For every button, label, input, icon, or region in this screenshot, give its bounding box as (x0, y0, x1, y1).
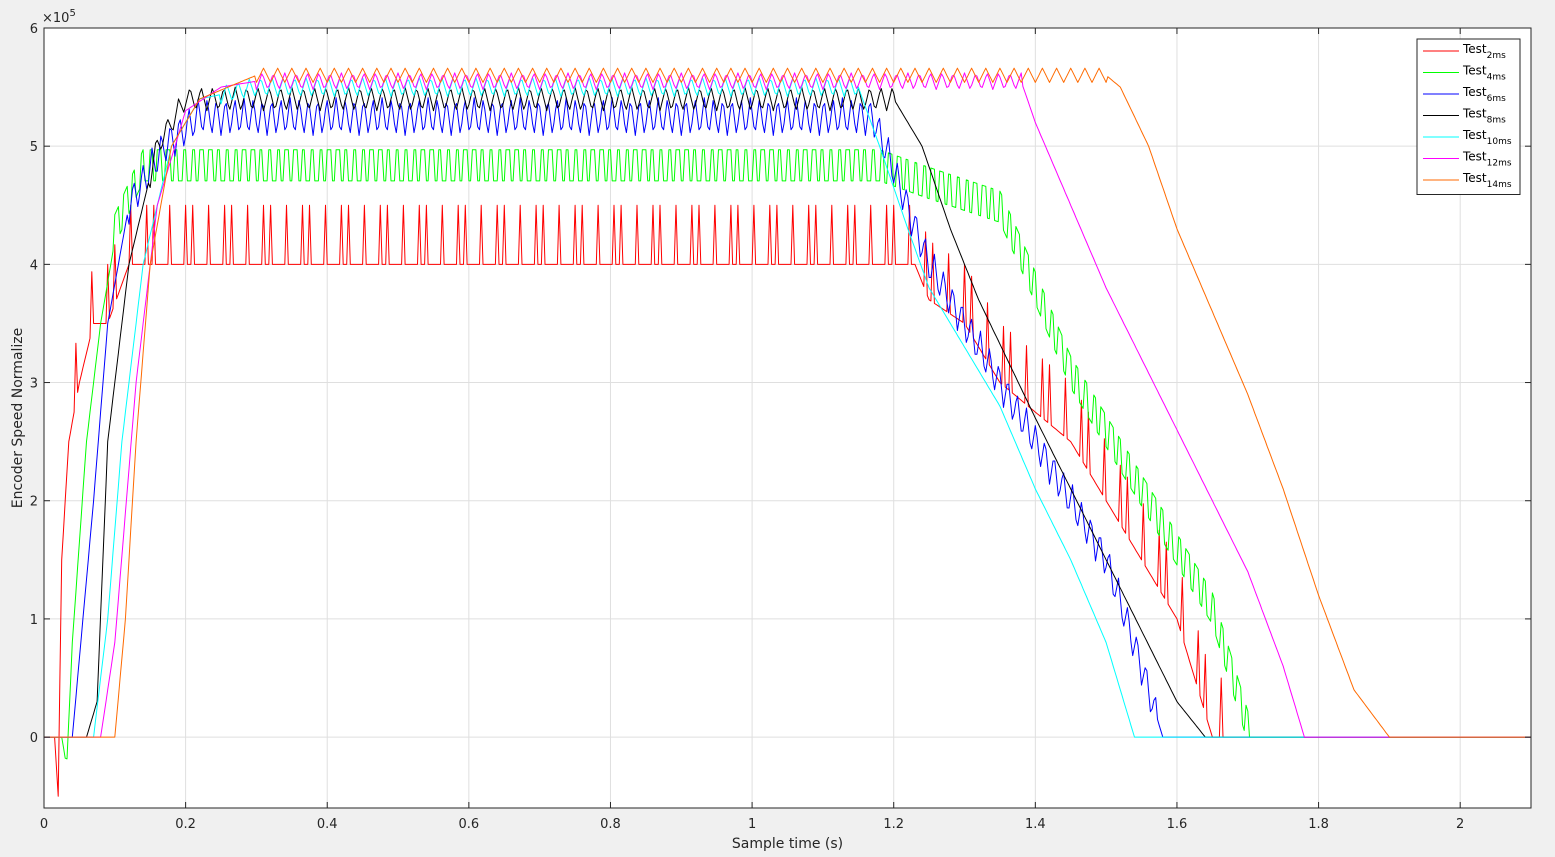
series-layer (44, 67, 1531, 797)
x-tick-label: 0.8 (600, 817, 621, 832)
y-tick-label: 4 (30, 258, 38, 273)
tick-labels: 0 0.2 0.4 0.6 0.8 1 1.2 1.4 1.6 1.8 2 0 1 2 3 4 5 6 (30, 22, 1465, 832)
legend-entry-6ms: Test6ms (1462, 85, 1506, 104)
legend-entry-name: Test (1462, 128, 1487, 142)
x-tick-label: 2 (1456, 817, 1464, 832)
y-tick-label: 2 (30, 495, 38, 510)
legend-entry-10ms: Test10ms (1462, 128, 1512, 147)
legend: Test2msTest4msTest6msTest8msTest10msTest… (1416, 38, 1521, 195)
y-tick-label: 1 (30, 613, 38, 628)
y-exponent-base: ×10 (42, 11, 69, 26)
legend-entry-name: Test (1462, 42, 1487, 56)
ticks (43, 27, 1531, 808)
legend-entry-subscript: 2ms (1487, 51, 1506, 61)
x-tick-label: 0.6 (459, 817, 480, 832)
y-exponent-label: ×105 (42, 8, 76, 26)
legend-entry-name: Test (1462, 171, 1487, 185)
y-tick-label: 5 (30, 140, 38, 155)
legend-entry-subscript: 8ms (1487, 116, 1506, 126)
y-tick-label: 3 (30, 377, 38, 392)
x-tick-label: 1 (748, 817, 756, 832)
x-tick-label: 0.2 (175, 817, 196, 832)
legend-entry-2ms: Test2ms (1462, 42, 1506, 61)
x-tick-label: 1.8 (1308, 817, 1329, 832)
legend-entry-subscript: 10ms (1487, 137, 1512, 147)
plot-area (44, 28, 1531, 808)
y-axis-title: Encoder Speed Normalize (10, 328, 26, 509)
legend-entry-8ms: Test8ms (1462, 107, 1506, 126)
legend-entry-name: Test (1462, 150, 1487, 164)
x-tick-label: 0 (40, 817, 48, 832)
x-tick-label: 1.2 (883, 817, 904, 832)
legend-box (1416, 38, 1521, 195)
legend-entry-subscript: 14ms (1487, 180, 1512, 190)
legend-entry-name: Test (1462, 64, 1487, 78)
legend-entry-subscript: 12ms (1487, 159, 1512, 169)
axes-box (43, 27, 1532, 809)
series-line-12ms (44, 72, 1531, 738)
x-tick-label: 1.4 (1025, 817, 1046, 832)
legend-entry-subscript: 6ms (1487, 94, 1506, 104)
legend-entry-14ms: Test14ms (1462, 171, 1512, 190)
x-tick-label: 1.6 (1167, 817, 1188, 832)
y-tick-label: 0 (30, 731, 38, 746)
x-tick-label: 0.4 (317, 817, 338, 832)
y-tick-label: 6 (30, 22, 38, 37)
legend-entry-subscript: 4ms (1487, 73, 1506, 83)
series-line-14ms (44, 67, 1531, 738)
series-line-10ms (44, 77, 1531, 738)
legend-entry-name: Test (1462, 107, 1487, 121)
x-axis-title: Sample time (s) (732, 836, 843, 852)
legend-entry-12ms: Test12ms (1462, 150, 1512, 169)
legend-entry-name: Test (1462, 85, 1487, 99)
legend-entry-4ms: Test4ms (1462, 64, 1506, 83)
y-exponent-power: 5 (69, 8, 75, 19)
